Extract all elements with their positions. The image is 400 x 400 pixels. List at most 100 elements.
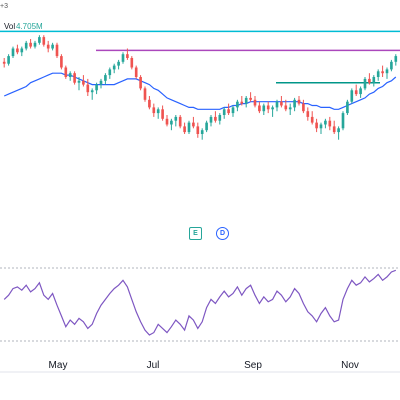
candle-body-35 <box>156 109 160 114</box>
candle-body-77 <box>341 113 345 129</box>
candle-body-72 <box>319 124 323 129</box>
candle-body-80 <box>354 90 358 95</box>
candle-body-5 <box>24 42 28 49</box>
candle-body-25 <box>112 65 116 70</box>
candle-body-31 <box>139 77 142 89</box>
candle-body-45 <box>200 130 204 134</box>
candle-body-38 <box>170 120 173 125</box>
candle-body-33 <box>148 99 151 108</box>
candle-body-76 <box>337 128 340 133</box>
candle-body-40 <box>178 116 182 127</box>
candle-body-18 <box>82 80 85 85</box>
candle-body-49 <box>218 115 222 121</box>
candle-body-56 <box>249 97 252 100</box>
candle-body-86 <box>381 71 384 74</box>
candle-body-13 <box>60 56 63 68</box>
volume-value: 4.705M <box>16 22 43 31</box>
moving-average-line <box>3 72 397 110</box>
candle-body-88 <box>390 61 393 70</box>
candle-body-50 <box>222 109 226 115</box>
dividend-badge[interactable]: D <box>216 227 229 240</box>
candle-body-68 <box>302 103 305 112</box>
candle-body-54 <box>240 101 244 104</box>
candle-body-2 <box>11 48 15 57</box>
candle-body-30 <box>134 67 138 77</box>
candle-body-75 <box>332 126 336 133</box>
candle-body-79 <box>350 90 354 102</box>
candle-body-24 <box>108 69 112 76</box>
candle-body-63 <box>280 101 283 106</box>
candle-body-16 <box>73 73 76 83</box>
candle-body-26 <box>117 61 120 66</box>
candle-body-23 <box>104 75 107 81</box>
candle-body-41 <box>183 126 186 133</box>
month-label-nov: Nov <box>341 360 359 371</box>
month-label-sep: Sep <box>244 360 262 371</box>
month-label-may: May <box>48 360 68 371</box>
candle-body-28 <box>126 54 129 58</box>
candle-body-85 <box>376 71 380 77</box>
candle-body-22 <box>99 80 103 85</box>
candle-body-29 <box>130 58 134 68</box>
candle-body-69 <box>306 111 310 117</box>
candle-body-81 <box>359 88 362 95</box>
candle-body-84 <box>372 77 376 83</box>
candle-body-20 <box>90 90 94 93</box>
candle-body-46 <box>205 122 208 131</box>
candle-body-7 <box>33 42 37 47</box>
candle-body-1 <box>7 56 10 64</box>
candle-body-8 <box>38 37 41 43</box>
candle-body-61 <box>271 107 274 110</box>
candle-body-83 <box>368 78 371 83</box>
candle-body-82 <box>363 78 367 89</box>
candle-body-64 <box>284 105 288 110</box>
oscillator-line <box>3 269 397 336</box>
candle-body-3 <box>16 48 19 53</box>
candle-body-65 <box>288 107 292 110</box>
corner-text: +3 <box>0 3 8 10</box>
candle-body-27 <box>121 54 125 62</box>
candle-body-74 <box>328 120 332 127</box>
candle-body-6 <box>29 42 32 47</box>
candle-body-36 <box>161 109 164 119</box>
candle-body-57 <box>253 99 257 106</box>
candle-body-60 <box>266 105 270 110</box>
candle-body-58 <box>258 105 261 112</box>
candle-body-89 <box>394 56 398 62</box>
candle-body-10 <box>46 44 50 49</box>
candle-body-15 <box>68 73 72 77</box>
candle-body-47 <box>209 116 213 123</box>
candle-body-53 <box>236 101 239 108</box>
volume-label: Vol <box>4 22 16 31</box>
candle-body-34 <box>152 107 156 114</box>
candle-body-73 <box>324 120 327 125</box>
candle-body-59 <box>262 105 266 112</box>
candle-body-19 <box>86 84 90 93</box>
candle-body-87 <box>385 69 389 74</box>
candle-body-55 <box>244 97 248 104</box>
candle-body-48 <box>214 116 217 121</box>
candle-body-32 <box>143 88 147 100</box>
candle-body-70 <box>310 116 314 123</box>
candle-body-51 <box>227 109 230 114</box>
candle-body-66 <box>293 99 296 108</box>
candle-body-14 <box>64 67 68 77</box>
candle-body-43 <box>192 122 195 127</box>
candle-body-11 <box>51 44 54 49</box>
candle-body-44 <box>196 126 200 134</box>
earnings-badge[interactable]: E <box>189 227 202 240</box>
candle-body-62 <box>275 101 279 108</box>
candle-body-42 <box>187 122 191 133</box>
candle-body-12 <box>55 44 59 57</box>
candle-body-67 <box>297 99 301 104</box>
candle-body-0 <box>2 61 6 64</box>
candle-body-52 <box>231 107 235 114</box>
candle-body-78 <box>346 101 349 114</box>
candle-body-21 <box>95 84 98 91</box>
candle-body-17 <box>77 80 81 83</box>
candle-body-39 <box>174 116 178 121</box>
candle-body-71 <box>315 122 318 129</box>
candle-body-9 <box>42 37 46 45</box>
month-label-jul: Jul <box>146 360 160 371</box>
